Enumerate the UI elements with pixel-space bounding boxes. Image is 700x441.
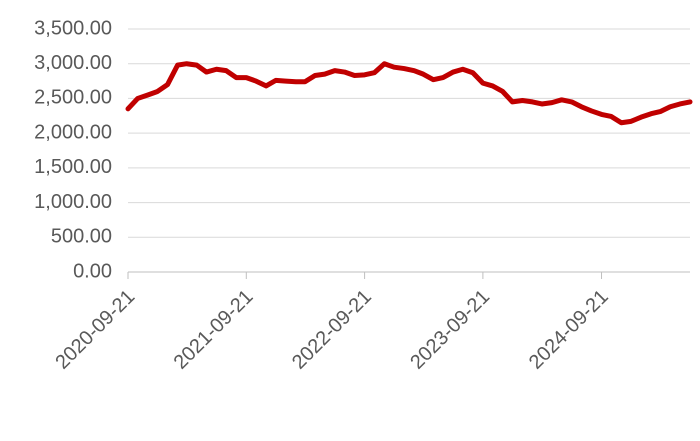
x-tick-label: 2022-09-21: [288, 286, 376, 374]
x-tick-label: 2020-09-21: [51, 286, 139, 374]
y-tick-label: 1,000.00: [34, 191, 112, 213]
x-tick-label: 2023-09-21: [406, 286, 494, 374]
y-tick-label: 2,500.00: [34, 87, 112, 109]
y-tick-label: 1,500.00: [34, 156, 112, 178]
y-tick-label: 500.00: [51, 226, 112, 248]
y-tick-label: 2,000.00: [34, 121, 112, 143]
x-tick-label: 2021-09-21: [170, 286, 258, 374]
data-line: [125, 61, 693, 126]
x-tick-label: 2024-09-21: [525, 286, 613, 374]
y-tick-label: 3,000.00: [34, 52, 112, 74]
y-tick-label: 3,500.00: [34, 17, 112, 39]
y-tick-label: 0.00: [73, 260, 112, 282]
